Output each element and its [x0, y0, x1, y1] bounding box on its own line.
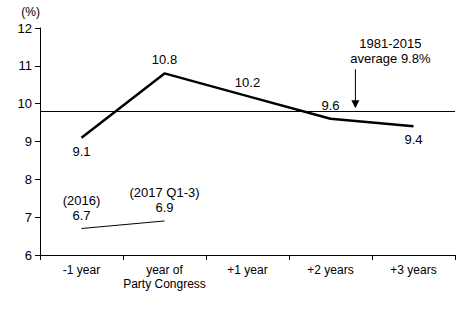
svg-text:6.9: 6.9 [155, 200, 173, 215]
svg-text:(%): (%) [21, 5, 40, 19]
svg-text:Party Congress: Party Congress [123, 277, 206, 291]
svg-text:9.6: 9.6 [321, 98, 339, 113]
svg-text:10: 10 [18, 96, 32, 111]
svg-text:1981-2015: 1981-2015 [359, 36, 421, 51]
svg-text:+2 years: +2 years [307, 263, 353, 277]
svg-text:(2017 Q1-3): (2017 Q1-3) [129, 185, 199, 200]
svg-text:6.7: 6.7 [72, 208, 90, 223]
svg-text:9.4: 9.4 [404, 132, 422, 147]
svg-text:10.2: 10.2 [235, 75, 260, 90]
svg-text:+3 years: +3 years [390, 263, 436, 277]
svg-text:9: 9 [25, 134, 32, 149]
svg-text:8: 8 [25, 172, 32, 187]
svg-text:-1 year: -1 year [63, 263, 100, 277]
svg-text:6: 6 [25, 248, 32, 263]
svg-text:9.1: 9.1 [72, 144, 90, 159]
svg-text:11: 11 [19, 58, 33, 73]
svg-text:year of: year of [146, 263, 183, 277]
svg-text:12: 12 [18, 21, 32, 36]
svg-text:+1 year: +1 year [227, 263, 267, 277]
svg-text:7: 7 [25, 210, 32, 225]
svg-text:(2016): (2016) [63, 193, 101, 208]
svg-text:10.8: 10.8 [152, 52, 177, 67]
svg-text:average 9.8%: average 9.8% [350, 51, 431, 66]
